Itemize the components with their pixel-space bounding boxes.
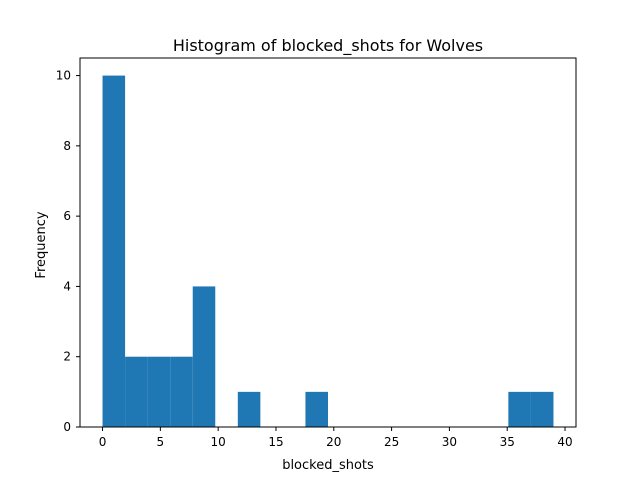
histogram-bar bbox=[125, 356, 148, 427]
x-tick-label: 35 bbox=[500, 435, 515, 449]
y-tick-label: 8 bbox=[63, 139, 71, 153]
y-tick-label: 0 bbox=[63, 420, 71, 434]
y-tick-label: 4 bbox=[63, 279, 71, 293]
histogram-bar bbox=[508, 391, 531, 427]
y-tick-label: 10 bbox=[56, 69, 71, 83]
bars-layer bbox=[102, 75, 554, 428]
axes-layer bbox=[79, 57, 577, 428]
x-axis-label: blocked_shots bbox=[282, 458, 374, 473]
x-tick-label: 20 bbox=[326, 435, 341, 449]
x-axis-ticks: 0 5 10 15 20 25 30 35 40 bbox=[99, 427, 573, 449]
y-axis-ticks: 0 2 4 6 8 10 bbox=[56, 69, 80, 434]
histogram-bar bbox=[192, 286, 216, 427]
histogram-bar bbox=[102, 75, 126, 428]
histogram-bar bbox=[147, 356, 171, 427]
histogram-bar bbox=[237, 391, 261, 427]
x-tick-label: 40 bbox=[557, 435, 572, 449]
x-tick-label: 15 bbox=[268, 435, 283, 449]
histogram-bar bbox=[530, 391, 554, 427]
plot-frame bbox=[79, 57, 577, 428]
x-tick-label: 5 bbox=[157, 435, 165, 449]
y-axis-label: Frequency bbox=[34, 211, 49, 278]
x-tick-label: 10 bbox=[211, 435, 226, 449]
x-tick-label: 25 bbox=[384, 435, 399, 449]
chart-title: Histogram of blocked_shots for Wolves bbox=[173, 36, 483, 56]
y-tick-label: 2 bbox=[63, 350, 71, 364]
y-tick-label: 6 bbox=[63, 209, 71, 223]
x-tick-label: 0 bbox=[99, 435, 107, 449]
x-tick-label: 30 bbox=[442, 435, 457, 449]
histogram-bar bbox=[305, 391, 328, 427]
histogram-bar bbox=[170, 356, 193, 427]
